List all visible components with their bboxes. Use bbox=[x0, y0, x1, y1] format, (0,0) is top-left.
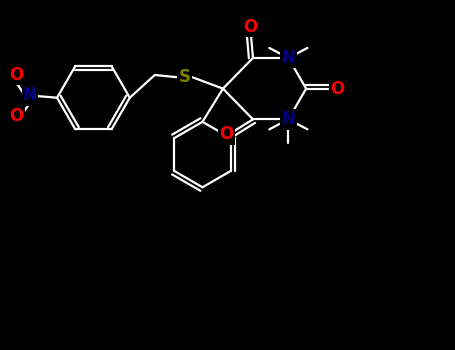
Text: N: N bbox=[282, 110, 295, 128]
Text: O: O bbox=[330, 80, 344, 98]
Text: O: O bbox=[9, 66, 23, 84]
Text: N: N bbox=[282, 49, 295, 67]
Text: O: O bbox=[219, 125, 234, 144]
Text: O: O bbox=[9, 107, 23, 125]
Text: N: N bbox=[23, 86, 37, 104]
Text: O: O bbox=[243, 18, 258, 36]
Text: S: S bbox=[178, 68, 190, 86]
